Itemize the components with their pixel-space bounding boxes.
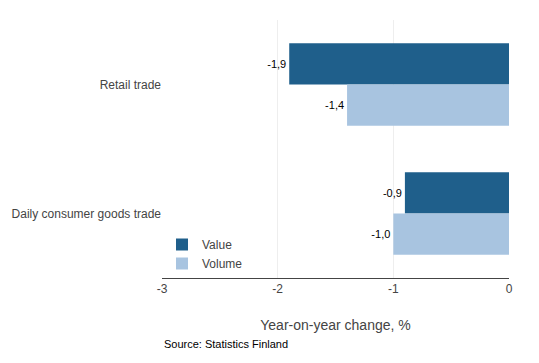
svg-text:Source: Statistics Finland: Source: Statistics Finland	[164, 338, 288, 350]
svg-text:-2: -2	[272, 282, 283, 296]
svg-text:-3: -3	[157, 282, 168, 296]
svg-text:Volume: Volume	[202, 257, 242, 271]
svg-text:0: 0	[506, 282, 513, 296]
svg-text:Retail trade: Retail trade	[100, 78, 162, 92]
svg-text:Daily consumer goods trade: Daily consumer goods trade	[12, 207, 162, 221]
svg-text:-1,9: -1,9	[267, 58, 286, 70]
svg-text:-1,4: -1,4	[325, 99, 344, 111]
svg-text:-1: -1	[388, 282, 399, 296]
svg-text:Value: Value	[202, 238, 232, 252]
svg-text:Year-on-year change, %: Year-on-year change, %	[260, 317, 410, 333]
svg-text:-1,0: -1,0	[371, 228, 390, 240]
svg-text:-0,9: -0,9	[383, 187, 402, 199]
